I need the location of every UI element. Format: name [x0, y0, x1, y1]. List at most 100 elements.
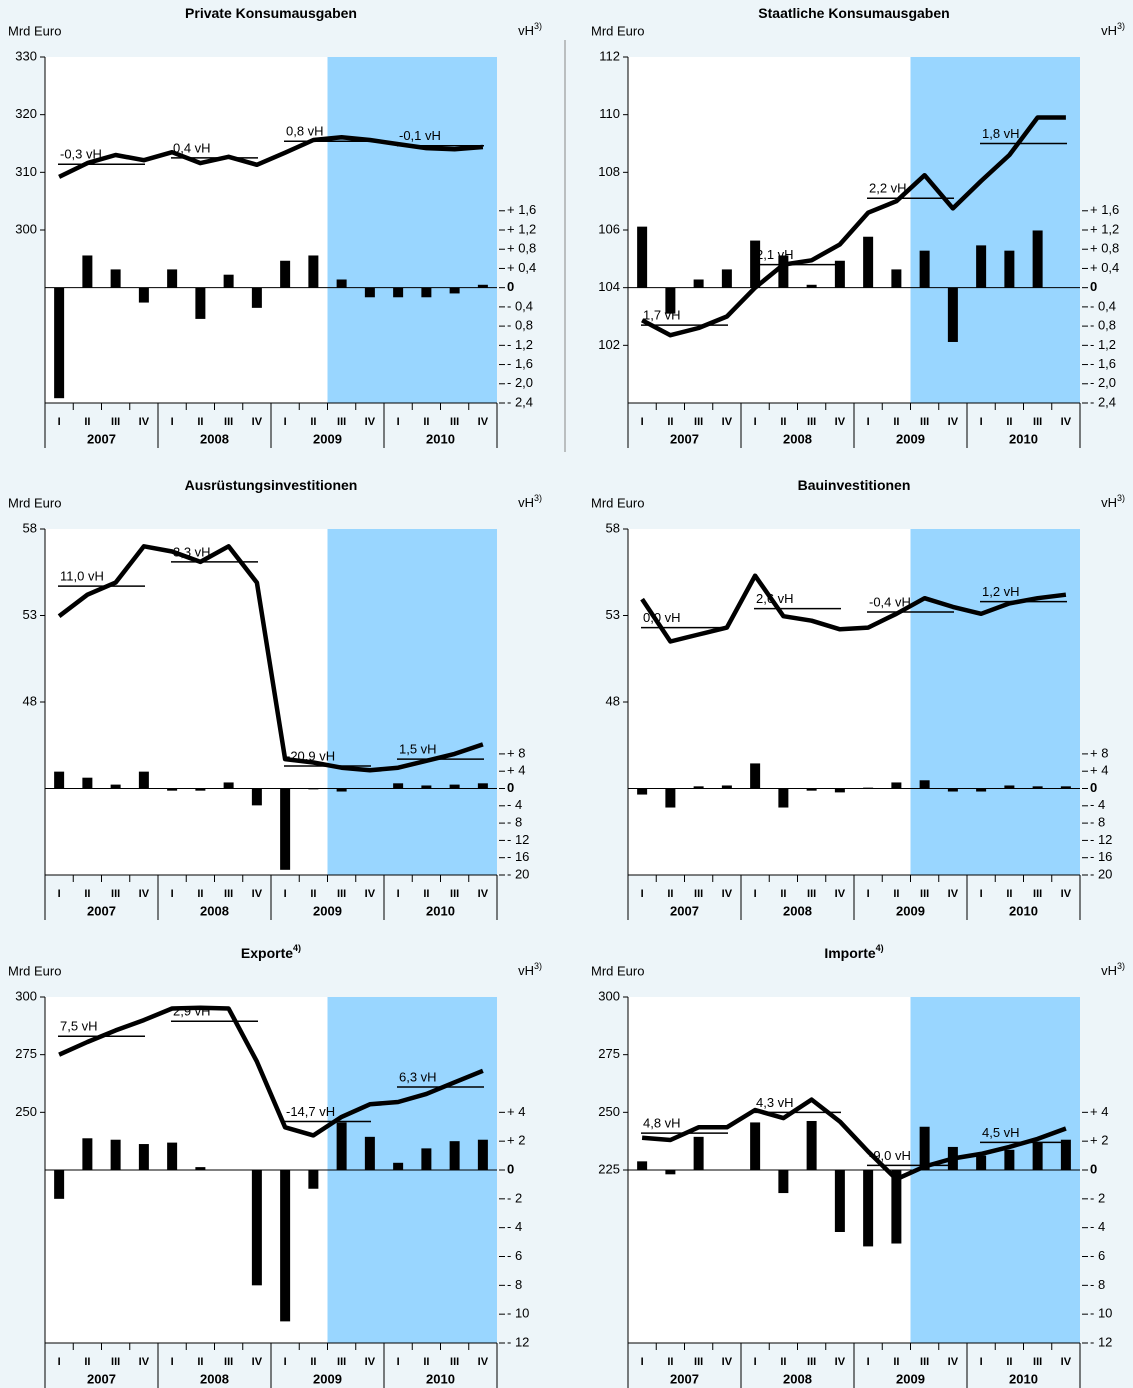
x-tick-label: I	[980, 416, 983, 428]
chart-title: Bauinvestitionen	[798, 477, 911, 493]
x-tick-label: III	[807, 888, 816, 900]
x-tick-label: I	[284, 416, 287, 428]
year-label: 2010	[1009, 431, 1038, 446]
y2-tick-label: + 0,8	[507, 241, 536, 256]
bar	[863, 236, 874, 288]
bar	[976, 1155, 987, 1170]
bar	[393, 1162, 404, 1170]
y-tick-label: 102	[598, 337, 620, 352]
year-label: 2010	[426, 903, 455, 918]
bar	[308, 788, 319, 790]
chart-title-text: Exporte	[241, 945, 293, 961]
x-tick-label: IV	[835, 888, 846, 900]
bar	[806, 1120, 817, 1170]
x-tick-label: I	[641, 888, 644, 900]
bar	[947, 287, 958, 342]
x-tick-label: IV	[835, 416, 846, 428]
bar	[336, 279, 347, 288]
bar	[637, 1161, 648, 1170]
y2-tick-label: - 8	[1090, 1277, 1105, 1292]
y-tick-label: 53	[23, 607, 37, 622]
bar	[891, 269, 902, 288]
bar	[834, 1170, 845, 1232]
bar	[82, 255, 93, 288]
year-label: 2007	[670, 1371, 699, 1386]
x-tick-label: I	[641, 1356, 644, 1368]
y2-tick-label: - 16	[507, 849, 529, 864]
y2-tick-label: - 6	[1090, 1248, 1105, 1263]
bar	[778, 788, 789, 808]
x-tick-label: IV	[722, 416, 733, 428]
y2-axis-label: vH3)	[1101, 961, 1125, 978]
y2-tick-label: + 1,2	[1090, 221, 1119, 236]
line	[58, 1005, 484, 1138]
chart-title-text: Bauinvestitionen	[798, 477, 911, 493]
bar	[693, 279, 704, 288]
x-tick-label: II	[197, 1356, 203, 1368]
annual-average-label: 1,5 vH	[399, 742, 437, 757]
y2-tick-label: - 0,8	[1090, 318, 1116, 333]
x-tick-label: II	[1006, 1356, 1012, 1368]
x-tick-label: II	[780, 416, 786, 428]
y-tick-label: 104	[598, 279, 620, 294]
y-tick-label: 58	[606, 520, 620, 535]
year-label: 2009	[896, 903, 925, 918]
bar	[477, 783, 488, 789]
x-tick-label: III	[111, 1356, 120, 1368]
bar	[1004, 1149, 1015, 1170]
annual-average-label: 0,4 vH	[173, 140, 211, 155]
bar	[421, 287, 432, 298]
bar	[251, 788, 262, 806]
bar	[778, 1170, 789, 1194]
annual-average-label: 1,2 vH	[982, 584, 1020, 599]
annual-average-label: 0,8 vH	[286, 124, 324, 139]
y2-axis-label: vH3)	[518, 961, 542, 978]
bar	[251, 1170, 262, 1286]
x-tick-label: IV	[139, 1356, 150, 1368]
bar	[806, 788, 817, 791]
x-tick-label: II	[1006, 416, 1012, 428]
bar	[82, 777, 93, 789]
x-tick-label: III	[920, 416, 929, 428]
annual-average-label: -0,4 vH	[869, 594, 911, 609]
annual-average-label: 1,7 vH	[643, 308, 681, 323]
year-label: 2010	[1009, 903, 1038, 918]
x-tick-label: III	[337, 1356, 346, 1368]
x-tick-label: I	[980, 888, 983, 900]
y-tick-label: 275	[15, 1046, 37, 1061]
y2-tick-label: + 2	[507, 1133, 525, 1148]
x-tick-label: III	[1033, 416, 1042, 428]
x-tick-label: I	[171, 416, 174, 428]
bar	[110, 269, 121, 288]
bar	[721, 785, 732, 789]
x-tick-label: III	[224, 888, 233, 900]
y2-tick-label: + 0,4	[507, 260, 536, 275]
x-tick-label: I	[641, 416, 644, 428]
annual-average-label: 7,5 vH	[60, 1019, 98, 1034]
y2-axis-label-note: 3)	[1117, 493, 1125, 503]
bar	[665, 788, 676, 808]
bar	[1032, 786, 1043, 789]
y2-axis-label-note: 3)	[534, 961, 542, 971]
y2-axis-label-note: 3)	[1117, 21, 1125, 31]
x-tick-label: III	[1033, 888, 1042, 900]
x-tick-label: I	[171, 1356, 174, 1368]
annual-average-label: 2,1 vH	[756, 247, 794, 262]
x-tick-label: II	[84, 416, 90, 428]
bar	[138, 771, 149, 789]
y2-axis-label: vH3)	[518, 493, 542, 510]
x-tick-label: IV	[365, 888, 376, 900]
y2-tick-label: - 16	[1090, 849, 1112, 864]
x-tick-label: III	[807, 416, 816, 428]
y2-axis-label-text: vH	[1101, 495, 1117, 510]
bar	[919, 250, 930, 288]
x-tick-label: II	[667, 416, 673, 428]
annual-average-label: -9,0 vH	[869, 1148, 911, 1163]
y2-tick-label: - 1,2	[1090, 337, 1116, 352]
y2-tick-label: - 8	[507, 1277, 522, 1292]
line	[641, 1097, 1067, 1182]
x-tick-label: IV	[478, 888, 489, 900]
y2-axis-label-text: vH	[518, 495, 534, 510]
bar	[449, 784, 460, 789]
